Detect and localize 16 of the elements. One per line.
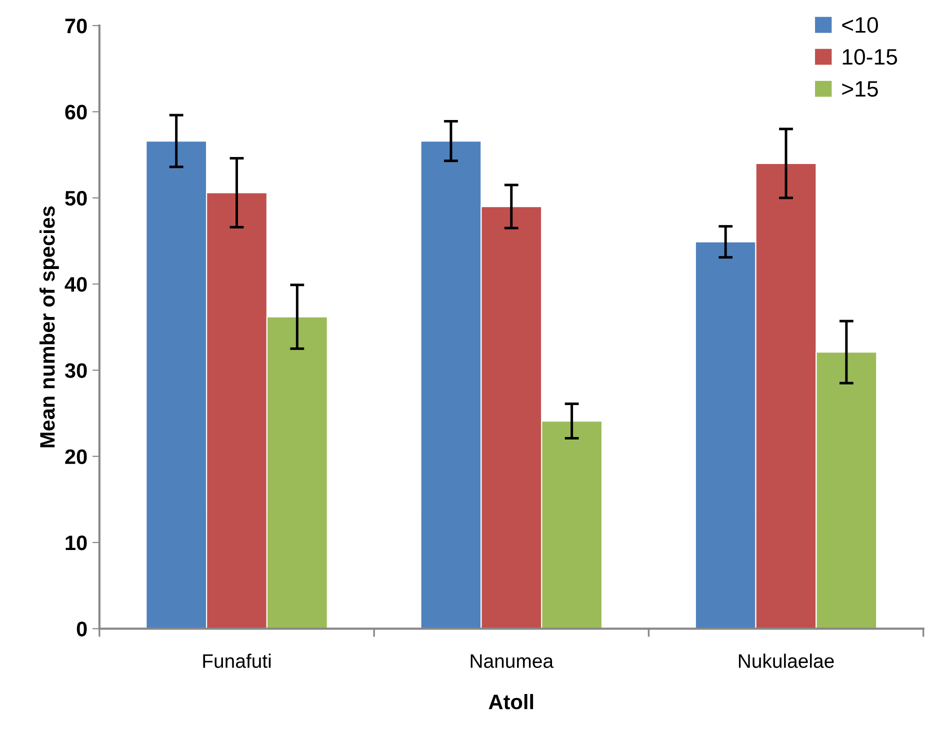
- x-axis-title: Atoll: [488, 694, 534, 710]
- legend-label: <10: [842, 17, 878, 33]
- y-tick-label: 30: [64, 363, 87, 378]
- legend-label: >15: [842, 81, 878, 97]
- y-tick-label: 70: [65, 18, 87, 34]
- y-tick-label: 0: [76, 622, 87, 636]
- y-tick-label: 10: [66, 536, 87, 550]
- legend-label: 10-15: [842, 49, 898, 65]
- x-tick-label: Funafuti: [203, 654, 271, 668]
- y-tick-label: 50: [65, 190, 87, 206]
- y-tick-label: 60: [65, 104, 87, 120]
- x-tick-label: Nukulaelae: [738, 654, 834, 668]
- y-tick-label: 40: [64, 277, 87, 292]
- y-tick-label: 20: [65, 449, 87, 464]
- y-axis-title: Mean number of species: [39, 206, 59, 448]
- x-tick-label: Nanumea: [470, 654, 554, 668]
